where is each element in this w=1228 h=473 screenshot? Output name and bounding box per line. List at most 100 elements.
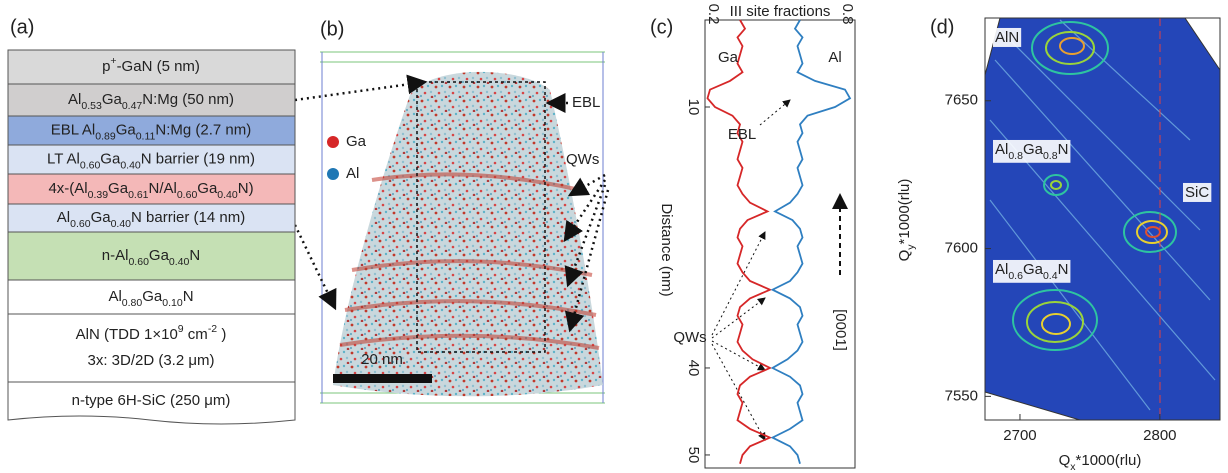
series-label: Al — [828, 49, 841, 66]
peak-label: SiC — [1185, 184, 1209, 201]
subscript: 0.89 — [95, 130, 116, 142]
peak-label: Al0.8Ga0.8N — [995, 141, 1068, 162]
label-background — [993, 259, 1071, 283]
text-run: N barrier (14 nm) — [131, 209, 245, 226]
text-run: LT Al — [47, 150, 80, 167]
text-run: Al — [108, 288, 121, 305]
text-run: Al — [995, 141, 1008, 158]
peak-label: Al0.6Ga0.4N — [995, 261, 1068, 282]
layer-label: Al0.80Ga0.10N — [108, 288, 193, 309]
text-run: Q — [896, 250, 913, 262]
text-run: N:Mg (2.7 nm) — [155, 121, 251, 138]
text-run: Al — [995, 261, 1008, 278]
scale-bar-label: 20 nm — [361, 351, 403, 368]
rsm-map — [984, 17, 1221, 421]
text-run: Al — [68, 91, 81, 108]
text-run: N) — [238, 180, 254, 197]
layer-box — [7, 49, 296, 85]
text-run: Ga — [149, 247, 170, 264]
atom-probe-image — [320, 51, 605, 404]
text-run: N barrier (19 nm) — [141, 150, 255, 167]
subscript: x — [1070, 461, 1076, 473]
panel-label: (c) — [650, 16, 673, 38]
subscript: y — [905, 244, 917, 250]
series-label: Ga — [718, 49, 739, 66]
y-tick-label: 40 — [685, 360, 702, 377]
layer-label: p+-GaN (5 nm) — [102, 55, 200, 75]
axis-label: Qy*1000(rlu) — [896, 179, 917, 262]
peak-label: AlN — [995, 29, 1019, 46]
legend-marker — [327, 168, 339, 180]
layer-label: AlN (TDD 1×109 cm-2 ) — [76, 323, 227, 343]
text-run: ) — [217, 326, 226, 343]
y-tick-label: 50 — [685, 447, 702, 464]
label-background — [993, 27, 1022, 47]
y-tick-label: 7600 — [945, 240, 978, 257]
layer-box — [7, 115, 296, 146]
text-run: N — [189, 247, 200, 264]
layer-label: n-type 6H-SiC (250 μm) — [72, 392, 231, 409]
subscript: 0.80 — [122, 297, 143, 309]
subscript: 0.8 — [1043, 150, 1058, 162]
text-run: n-type 6H-SiC (250 μm) — [72, 392, 231, 409]
subscript: 0.40 — [111, 218, 132, 230]
annotation: EBL — [572, 94, 600, 111]
label-background — [993, 139, 1071, 163]
annotation: EBL — [728, 126, 756, 143]
subscript: 0.11 — [136, 130, 156, 142]
subscript: 0.6 — [1008, 270, 1023, 282]
layer-box — [7, 381, 296, 425]
subscript: 0.40 — [169, 256, 190, 268]
legend-label: Al — [346, 165, 359, 182]
text-run: SiC — [1185, 184, 1209, 201]
x-tick-label: 2700 — [1003, 427, 1036, 444]
text-run: Ga — [1023, 141, 1044, 158]
x-tick-label: 2800 — [1143, 427, 1176, 444]
subscript: 0.4 — [1043, 270, 1058, 282]
text-run: Al — [57, 209, 70, 226]
text-run: N — [1058, 261, 1069, 278]
layer-box — [7, 279, 296, 315]
connector-arrows — [293, 74, 610, 333]
superscript: -2 — [208, 323, 217, 335]
profile-line — [770, 19, 852, 464]
layer-box — [7, 313, 296, 383]
text-run: Q — [1059, 452, 1071, 469]
text-run: 3x: 3D/2D (3.2 μm) — [87, 352, 214, 369]
direction-label: [0001] — [832, 309, 849, 351]
layer-label: 4x-(Al0.39Ga0.61N/Al0.60Ga0.40N) — [48, 180, 253, 201]
panel-label: (a) — [10, 16, 34, 38]
layer-label: LT Al0.60Ga0.40N barrier (19 nm) — [47, 150, 255, 171]
text-run: N — [1058, 141, 1069, 158]
text-run: Ga — [197, 180, 218, 197]
text-run: Ga — [100, 150, 121, 167]
layer-label: n-Al0.60Ga0.40N — [102, 247, 200, 268]
text-run: AlN — [995, 29, 1019, 46]
subscript: 0.61 — [128, 189, 149, 201]
layer-box — [7, 144, 296, 175]
legend-label: Ga — [346, 133, 367, 150]
layer-box — [7, 83, 296, 117]
layer-label: 3x: 3D/2D (3.2 μm) — [87, 352, 214, 369]
text-run: N — [183, 288, 194, 305]
text-run: N/Al — [149, 180, 177, 197]
annotation: QWs — [566, 151, 599, 168]
y-tick-label: 10 — [685, 99, 702, 116]
annotation: QWs — [673, 329, 706, 346]
text-run: Ga — [142, 288, 163, 305]
label-background — [1183, 182, 1212, 202]
text-run: Ga — [108, 180, 129, 197]
layer-box — [7, 173, 296, 205]
subscript: 0.39 — [88, 189, 109, 201]
subscript: 0.10 — [162, 297, 183, 309]
layer-label: Al0.60Ga0.40N barrier (14 nm) — [57, 209, 245, 230]
superscript: 9 — [178, 323, 184, 335]
subscript: 0.8 — [1008, 150, 1023, 162]
subscript: 0.53 — [81, 100, 102, 112]
layer-box — [7, 231, 296, 281]
text-run: N:Mg (50 nm) — [142, 91, 234, 108]
text-run: 4x-(Al — [48, 180, 87, 197]
text-run: n-Al — [102, 247, 129, 264]
text-run: p — [102, 58, 110, 75]
